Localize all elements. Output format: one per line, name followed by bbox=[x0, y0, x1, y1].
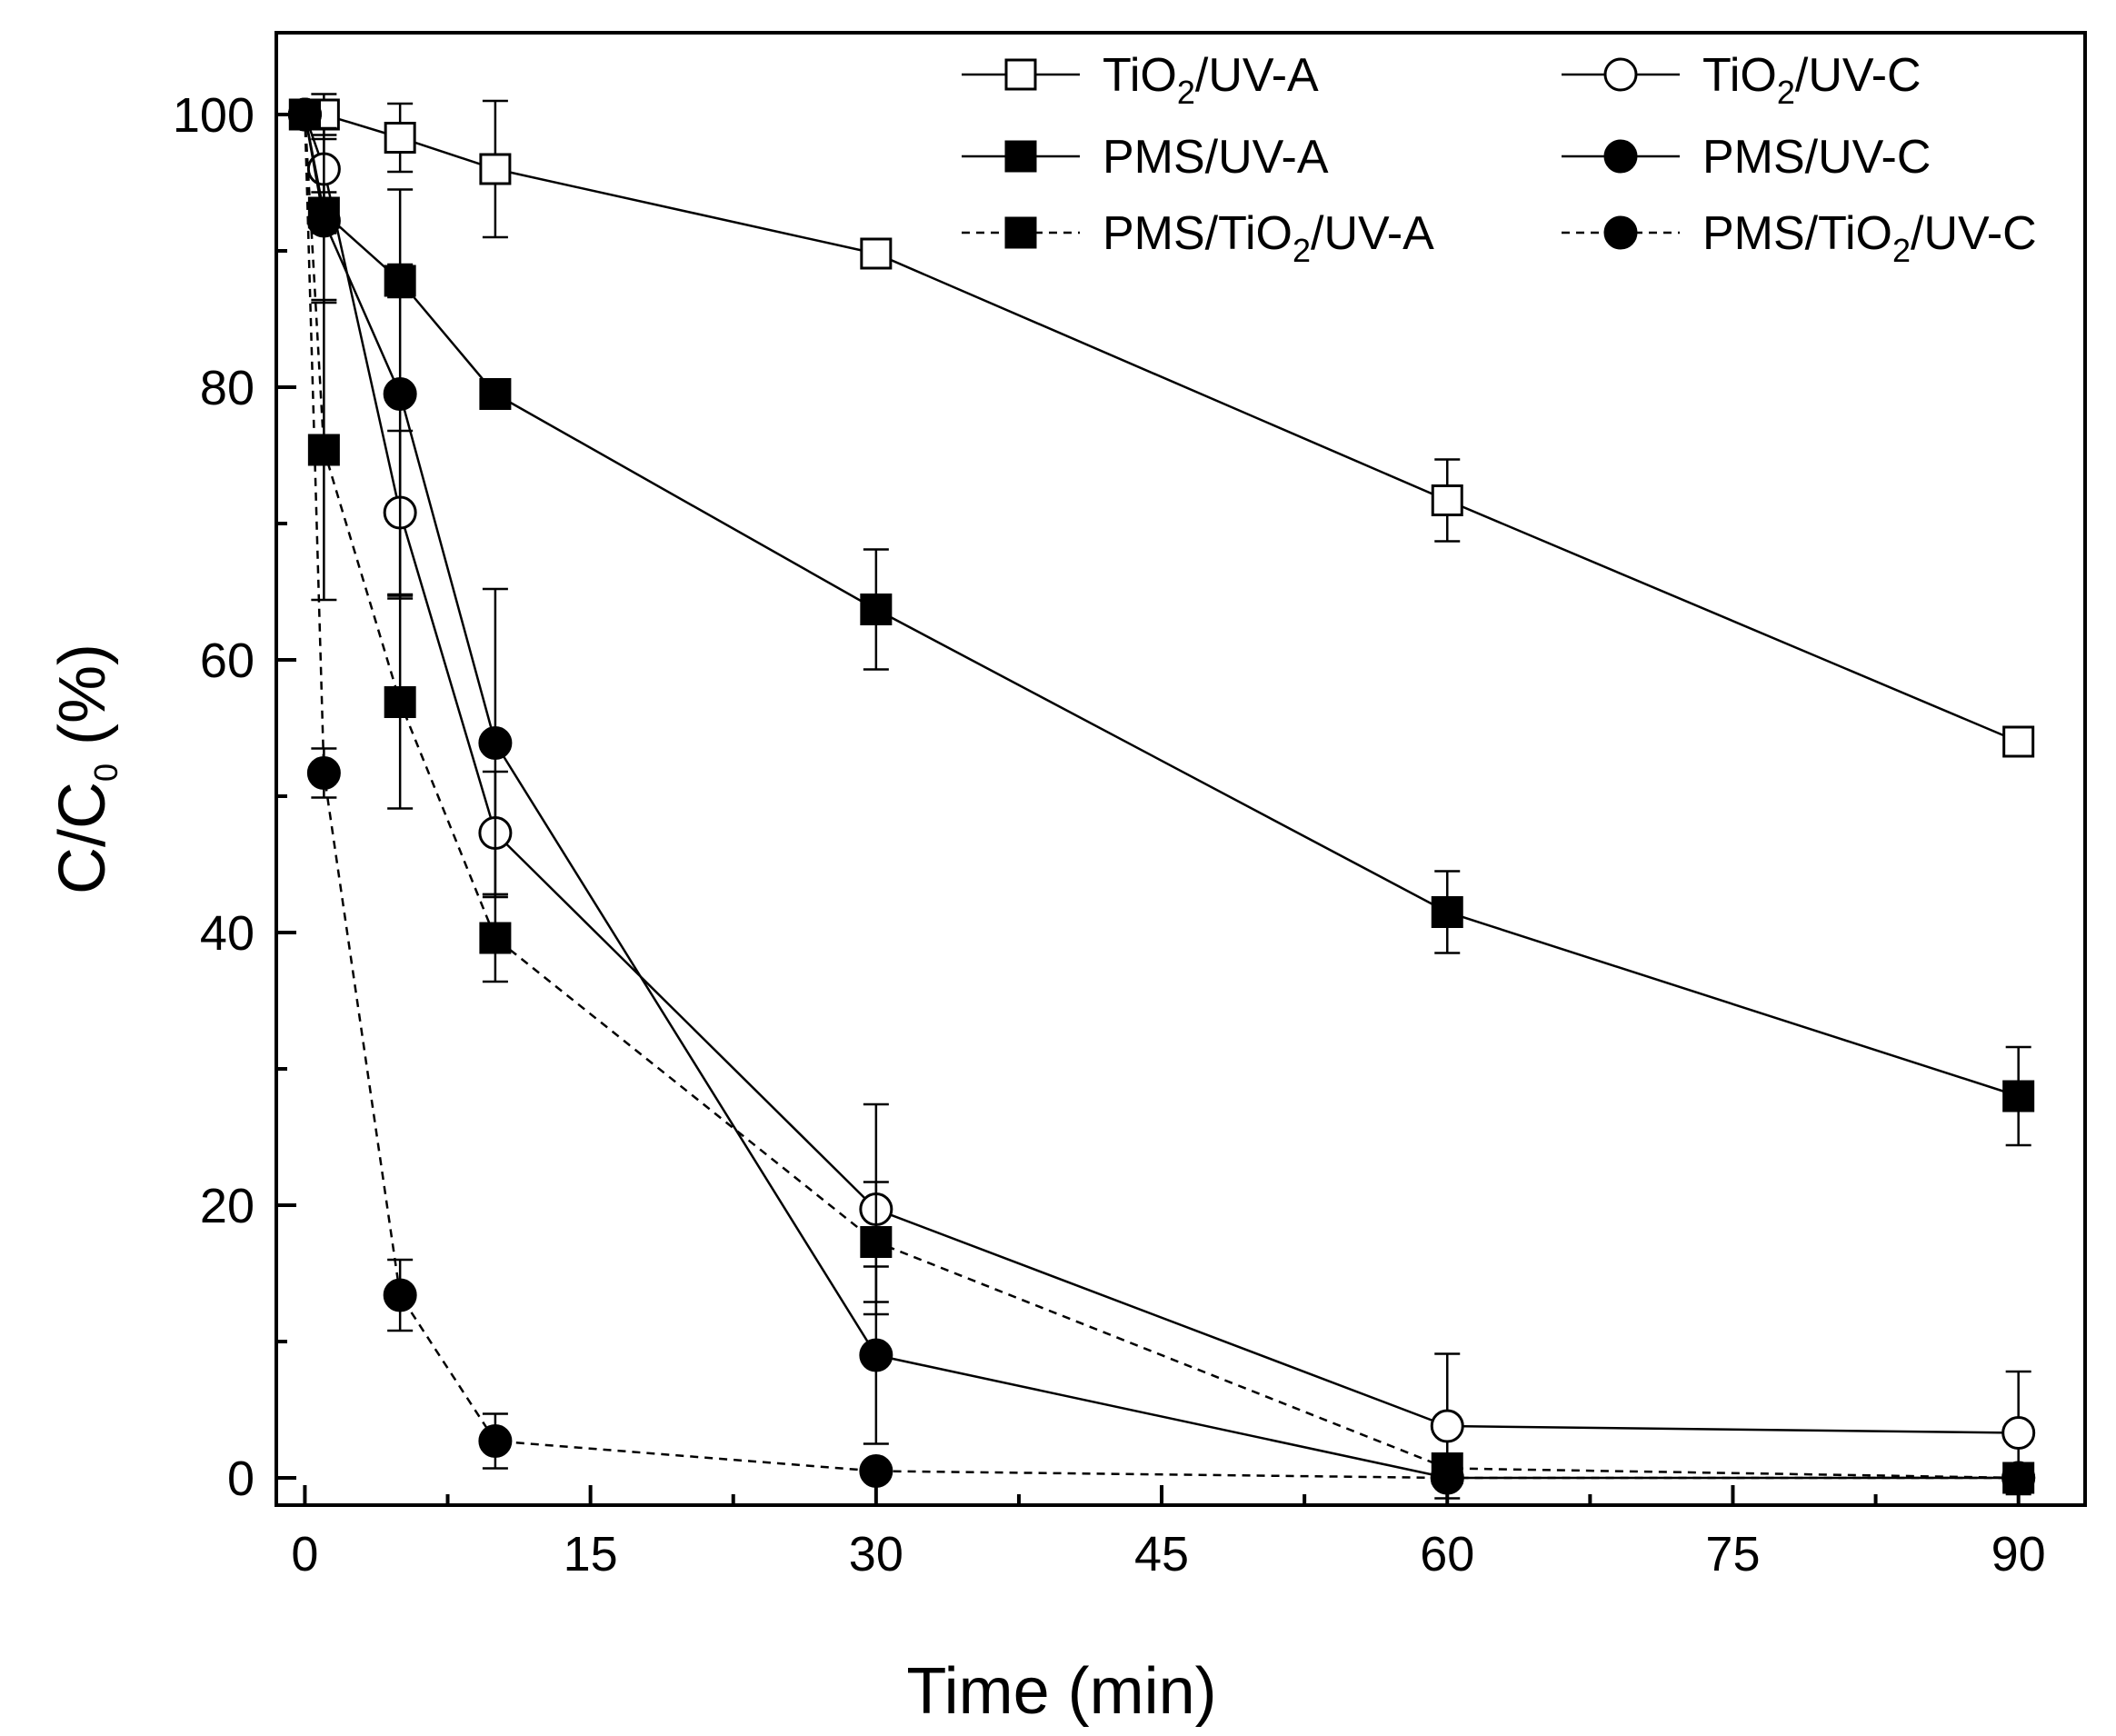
data-point bbox=[1431, 484, 1463, 516]
y-tick-label: 100 bbox=[173, 88, 255, 143]
x-tick-label: 45 bbox=[1134, 1527, 1189, 1581]
data-point bbox=[860, 1226, 893, 1258]
data-point bbox=[859, 1338, 893, 1372]
legend-label: PMS/TiO2/UV-A bbox=[1103, 207, 1434, 269]
x-tick-label: 60 bbox=[1420, 1527, 1474, 1581]
legend-item-pms-uv-a: PMS/UV-A bbox=[962, 131, 1329, 184]
data-point bbox=[306, 756, 341, 790]
y-tick-label: 0 bbox=[227, 1452, 255, 1506]
y-axis-title-suffix: (%) bbox=[46, 644, 119, 763]
legend-marker bbox=[1004, 58, 1037, 91]
x-tick-label: 15 bbox=[564, 1527, 618, 1581]
data-point bbox=[478, 1424, 513, 1458]
y-axis: 0 20 40 60 80 100 bbox=[173, 88, 296, 1506]
data-point bbox=[860, 594, 893, 625]
legend-marker bbox=[1603, 57, 1638, 92]
legend-marker bbox=[1004, 216, 1037, 249]
legend-label: TiO2/UV-C bbox=[1702, 49, 1921, 111]
data-point bbox=[479, 153, 512, 185]
y-tick-label: 20 bbox=[200, 1179, 255, 1233]
data-point bbox=[2001, 1416, 2036, 1450]
y-axis-title: C/C0 (%) bbox=[46, 644, 125, 894]
y-tick-label: 80 bbox=[200, 361, 255, 415]
legend-item-pms-tio2-uv-a: PMS/TiO2/UV-A bbox=[962, 207, 1434, 269]
series-pms-uv-c bbox=[287, 97, 2036, 1495]
data-point bbox=[1430, 1461, 1464, 1495]
legend-label: PMS/UV-C bbox=[1702, 131, 1931, 184]
data-point bbox=[859, 1454, 893, 1488]
legend-item-tio2-uv-a: TiO2/UV-A bbox=[962, 49, 1319, 111]
series-pms-tio2-uv-a bbox=[288, 98, 2035, 1494]
x-tick-label: 75 bbox=[1705, 1527, 1760, 1581]
series-line bbox=[304, 114, 2019, 1480]
data-point bbox=[383, 1278, 417, 1312]
legend-marker bbox=[1004, 140, 1037, 173]
x-tick-label: 90 bbox=[1991, 1527, 2046, 1581]
data-point bbox=[2001, 1461, 2036, 1495]
legend: TiO2/UV-A TiO2/UV-C PMS/UV-A PMS/UV-C PMS/Ti… bbox=[962, 49, 2037, 269]
data-point bbox=[1431, 896, 1463, 928]
series-line bbox=[304, 114, 2019, 1480]
data-point bbox=[287, 97, 322, 132]
series-tio2-uv-c bbox=[287, 97, 2036, 1500]
y-axis-title-main: C/C bbox=[46, 782, 119, 894]
data-point bbox=[1430, 1409, 1464, 1443]
legend-marker bbox=[1603, 139, 1638, 174]
data-point bbox=[383, 377, 417, 411]
y-tick-label: 40 bbox=[200, 906, 255, 961]
series-tio2-uv-a bbox=[288, 93, 2035, 758]
data-point bbox=[384, 686, 416, 718]
data-point bbox=[860, 237, 893, 270]
plot-frame bbox=[274, 31, 2087, 1507]
legend-item-tio2-uv-c: TiO2/UV-C bbox=[1562, 49, 1921, 111]
x-tick-label: 30 bbox=[849, 1527, 903, 1581]
x-axis-title: Time (min) bbox=[906, 1655, 1216, 1728]
legend-label: PMS/UV-A bbox=[1103, 131, 1329, 184]
series-line bbox=[304, 114, 2019, 1480]
data-point bbox=[306, 204, 341, 238]
legend-item-pms-tio2-uv-c: PMS/TiO2/UV-C bbox=[1562, 207, 2037, 269]
legend-marker bbox=[1603, 215, 1638, 250]
series-line bbox=[304, 114, 2020, 1098]
data-point bbox=[2002, 725, 2035, 758]
series-line bbox=[304, 114, 2019, 1434]
legend-item-pms-uv-c: PMS/UV-C bbox=[1562, 131, 1931, 184]
data-point bbox=[479, 378, 512, 410]
x-axis: 0 15 30 45 60 75 90 bbox=[291, 1485, 2046, 1581]
legend-label: TiO2/UV-A bbox=[1103, 49, 1319, 111]
data-point bbox=[478, 726, 513, 760]
y-axis-title-subscript: 0 bbox=[87, 763, 125, 782]
y-tick-label: 60 bbox=[200, 634, 255, 688]
series-pms-tio2-uv-c bbox=[287, 97, 2036, 1495]
data-point bbox=[479, 922, 512, 954]
x-tick-label: 0 bbox=[291, 1527, 318, 1581]
data-point bbox=[2002, 1080, 2035, 1112]
series-layer bbox=[287, 93, 2036, 1500]
data-point bbox=[384, 122, 416, 154]
legend-label: PMS/TiO2/UV-C bbox=[1702, 207, 2037, 269]
